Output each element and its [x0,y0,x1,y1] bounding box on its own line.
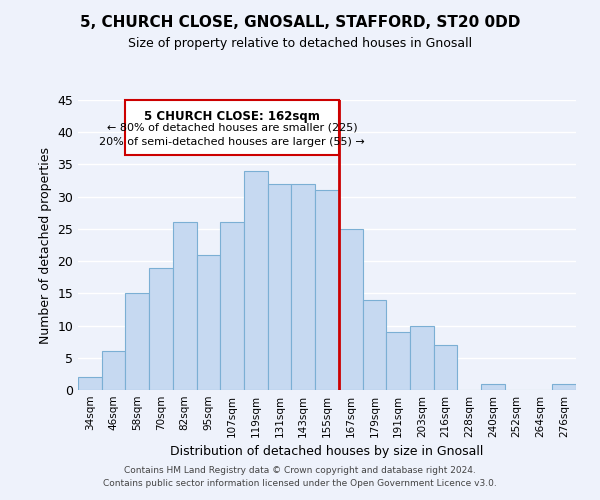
Bar [125,294,149,390]
Bar [434,345,457,390]
Bar [410,326,434,390]
Bar [552,384,576,390]
Bar [386,332,410,390]
Text: 5 CHURCH CLOSE: 162sqm: 5 CHURCH CLOSE: 162sqm [144,110,320,122]
Bar [268,184,292,390]
Bar [78,377,102,390]
Bar [149,268,173,390]
Bar [244,171,268,390]
Text: Contains HM Land Registry data © Crown copyright and database right 2024.
Contai: Contains HM Land Registry data © Crown c… [103,466,497,487]
Bar [362,300,386,390]
Bar [481,384,505,390]
Text: 20% of semi-detached houses are larger (55) →: 20% of semi-detached houses are larger (… [99,136,365,146]
Bar [125,100,339,155]
Bar [220,222,244,390]
Bar [173,222,197,390]
Bar [197,254,220,390]
Text: Size of property relative to detached houses in Gnosall: Size of property relative to detached ho… [128,38,472,51]
Bar [315,190,339,390]
Text: ← 80% of detached houses are smaller (225): ← 80% of detached houses are smaller (22… [107,122,358,132]
Bar [102,352,125,390]
X-axis label: Distribution of detached houses by size in Gnosall: Distribution of detached houses by size … [170,446,484,458]
Text: 5, CHURCH CLOSE, GNOSALL, STAFFORD, ST20 0DD: 5, CHURCH CLOSE, GNOSALL, STAFFORD, ST20… [80,15,520,30]
Bar [292,184,315,390]
Y-axis label: Number of detached properties: Number of detached properties [39,146,52,344]
Bar [339,229,362,390]
